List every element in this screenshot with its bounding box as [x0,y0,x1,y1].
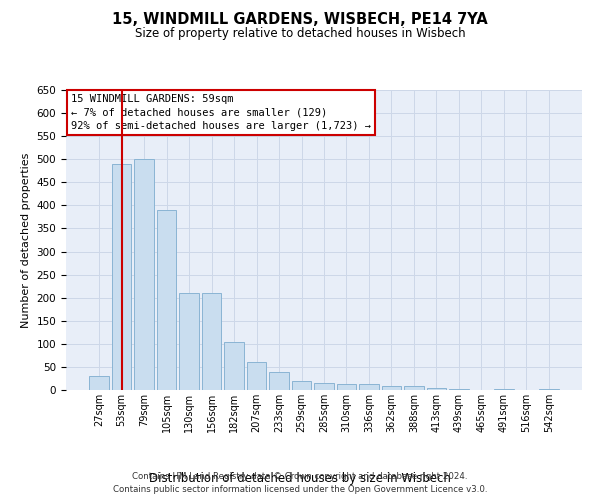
Bar [359,384,379,390]
Text: Contains HM Land Registry data © Crown copyright and database right 2024.
Contai: Contains HM Land Registry data © Crown c… [113,472,487,494]
Bar [134,159,154,390]
Bar [89,376,109,390]
Bar [292,381,311,390]
Bar [314,383,334,390]
Bar [382,386,401,390]
Bar [224,342,244,390]
Bar [427,388,446,390]
Bar [247,362,266,390]
Text: 15, WINDMILL GARDENS, WISBECH, PE14 7YA: 15, WINDMILL GARDENS, WISBECH, PE14 7YA [112,12,488,28]
Bar [337,384,356,390]
Bar [179,293,199,390]
Bar [269,372,289,390]
Bar [112,164,131,390]
Y-axis label: Number of detached properties: Number of detached properties [21,152,31,328]
Bar [157,210,176,390]
Text: Distribution of detached houses by size in Wisbech: Distribution of detached houses by size … [149,472,451,485]
Text: Size of property relative to detached houses in Wisbech: Size of property relative to detached ho… [134,28,466,40]
Text: 15 WINDMILL GARDENS: 59sqm
← 7% of detached houses are smaller (129)
92% of semi: 15 WINDMILL GARDENS: 59sqm ← 7% of detac… [71,94,371,131]
Bar [202,293,221,390]
Bar [539,389,559,390]
Bar [449,389,469,390]
Bar [404,386,424,390]
Bar [494,389,514,390]
